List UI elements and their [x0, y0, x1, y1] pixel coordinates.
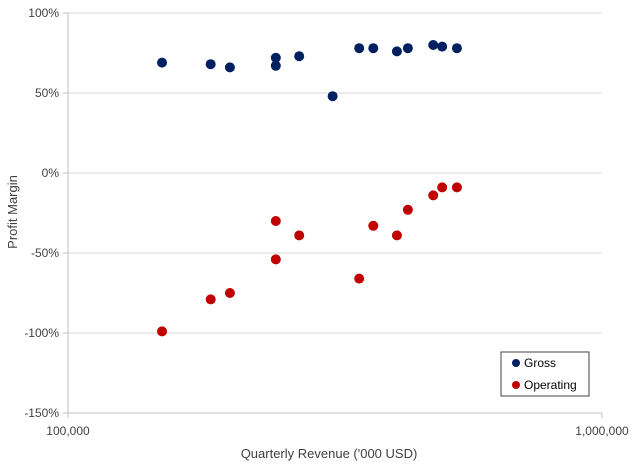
point-operating: [402, 204, 413, 215]
point-operating: [157, 326, 168, 337]
point-operating: [451, 182, 462, 193]
point-operating: [270, 254, 281, 265]
x-tick-label: 100,000: [46, 424, 90, 438]
axes: [63, 12, 603, 418]
y-tick-label: 50%: [35, 86, 59, 100]
point-gross: [391, 46, 402, 57]
legend: Gross Operating: [500, 351, 590, 397]
legend-label-operating: Operating: [524, 378, 577, 392]
point-operating: [294, 230, 305, 241]
legend-marker-operating: [512, 381, 520, 389]
x-tick-label: 1,000,000: [575, 424, 629, 438]
point-gross: [368, 43, 379, 54]
point-gross: [224, 62, 235, 73]
point-gross: [451, 43, 462, 54]
point-gross: [428, 40, 439, 50]
point-gross: [437, 41, 448, 52]
point-gross: [205, 59, 216, 70]
point-operating: [354, 273, 365, 284]
x-axis-title: Quarterly Revenue ('000 USD): [241, 446, 418, 461]
point-gross: [402, 43, 413, 54]
y-tick-label: -150%: [24, 406, 59, 420]
y-tick-label: 100%: [28, 6, 59, 20]
y-tick-label: -100%: [24, 326, 59, 340]
y-tick-label: 0%: [42, 166, 60, 180]
point-operating: [205, 294, 216, 305]
point-operating: [428, 190, 439, 201]
point-operating: [368, 220, 379, 231]
y-tick-label: -50%: [31, 246, 59, 260]
legend-marker-gross: [512, 359, 520, 367]
tick-labels: 100% 50% 0% -50% -100% -150% 100,000 1,000,000: [24, 6, 629, 438]
point-operating: [224, 288, 235, 298]
point-gross: [327, 91, 338, 102]
point-gross: [294, 51, 305, 62]
point-operating: [437, 182, 448, 193]
point-operating: [270, 216, 281, 226]
data-points: [157, 40, 462, 337]
point-gross: [270, 52, 281, 63]
point-operating: [391, 230, 402, 241]
point-gross: [270, 60, 281, 71]
gridlines: [68, 12, 602, 334]
y-axis-title: Profit Margin: [5, 175, 20, 249]
point-gross: [354, 43, 365, 54]
legend-label-gross: Gross: [524, 356, 556, 370]
point-gross: [157, 57, 168, 68]
